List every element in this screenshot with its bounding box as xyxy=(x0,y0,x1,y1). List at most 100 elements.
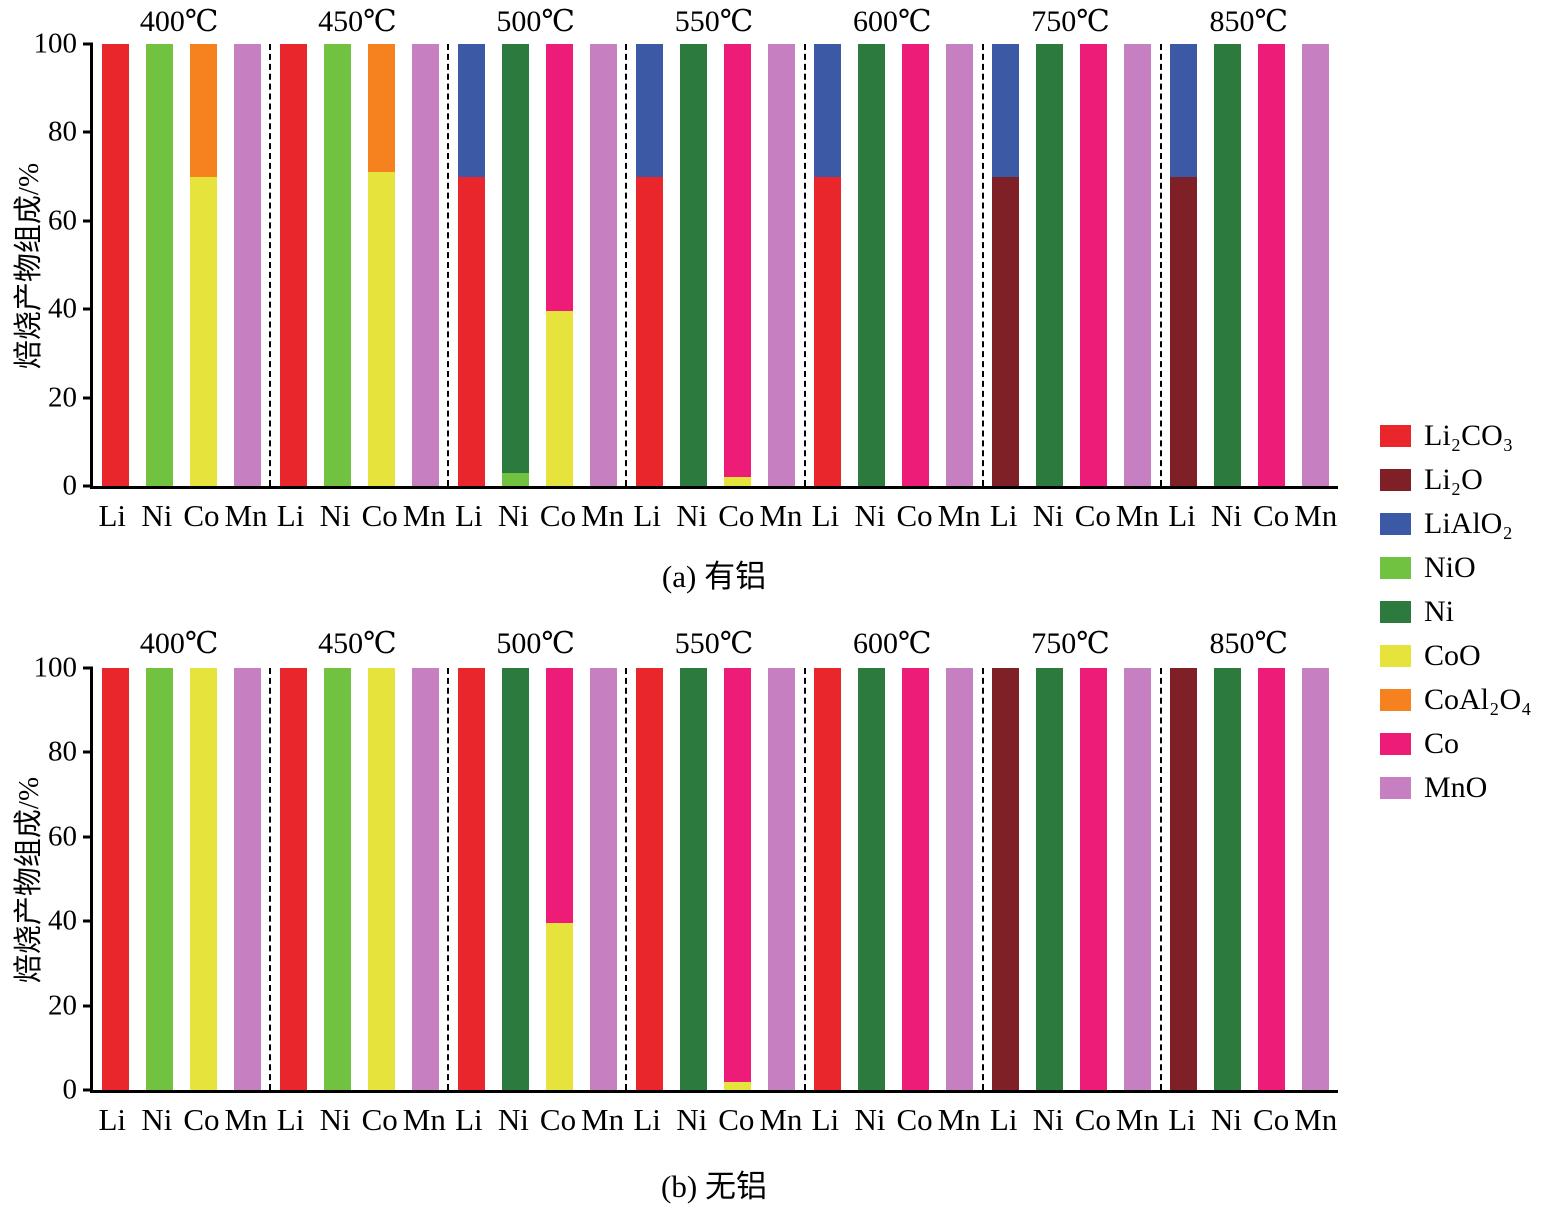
stacked-bar xyxy=(145,44,173,486)
stacked-bar xyxy=(457,668,485,1090)
stacked-bar xyxy=(1080,44,1108,486)
bar-slot xyxy=(627,44,671,486)
x-label-group: Li Ni Co Mn xyxy=(90,496,268,536)
bar-slot xyxy=(938,668,982,1090)
y-axis-label: 焙烧产物组成/% xyxy=(13,776,45,984)
bar-slot xyxy=(984,44,1028,486)
element-label: Li xyxy=(98,1102,127,1137)
element-label: Li xyxy=(989,1102,1018,1137)
element-label: Co xyxy=(1253,1102,1290,1137)
y-tick-mark xyxy=(83,1004,93,1008)
legend-item: Co xyxy=(1380,728,1532,759)
stacked-bar xyxy=(1170,44,1198,486)
y-tick-label: 20 xyxy=(48,989,77,1022)
temperature-label: 750℃ xyxy=(1031,5,1110,38)
bar-slot xyxy=(760,668,804,1090)
stacked-bar xyxy=(1080,668,1108,1090)
bar-segment xyxy=(233,44,261,486)
temperature-group xyxy=(627,668,806,1090)
bar-slot xyxy=(537,44,581,486)
stacked-bar xyxy=(233,668,261,1090)
bar-segment xyxy=(367,44,395,173)
element-label: Li xyxy=(1168,498,1196,533)
bar-segment xyxy=(814,668,842,1090)
stacked-bar xyxy=(946,668,974,1090)
bar-segment xyxy=(768,668,796,1090)
bar-segment xyxy=(724,1081,751,1090)
stacked-bar xyxy=(724,44,751,486)
bar-segment xyxy=(367,668,395,1090)
bar-slot xyxy=(493,44,537,486)
temperature-group xyxy=(271,44,450,486)
bar-segment xyxy=(1214,668,1242,1090)
stacked-bar xyxy=(768,668,796,1090)
element-label: Co xyxy=(718,1102,755,1137)
element-label: Mn xyxy=(581,1102,625,1137)
stacked-bar xyxy=(1302,44,1330,486)
y-tick-label: 40 xyxy=(48,904,77,937)
bar-segment xyxy=(858,44,886,486)
bar-slot xyxy=(850,668,894,1090)
stacked-bar xyxy=(902,668,930,1090)
bar-segment xyxy=(1080,668,1108,1090)
y-tick-label: 80 xyxy=(48,115,77,148)
stacked-bar xyxy=(1124,668,1152,1090)
bar-segment xyxy=(1170,668,1198,1090)
bar-slot xyxy=(315,668,359,1090)
element-label: Li xyxy=(989,498,1018,533)
stacked-bar xyxy=(323,44,351,486)
x-label-group: Li Ni Co Mn xyxy=(90,1100,268,1140)
bar-segment xyxy=(1302,668,1330,1090)
element-label: Li xyxy=(1168,1102,1196,1137)
bar-segment xyxy=(902,44,930,486)
legend-item: NiO xyxy=(1380,552,1532,583)
x-label-group: Li Ni Co Mn xyxy=(447,496,625,536)
stacked-bar xyxy=(1036,44,1064,486)
plot-area: 0 20 40 60 80 100 xyxy=(34,653,1338,1104)
stacked-bar xyxy=(545,668,573,1090)
temperature-row: 400℃ 450℃ 500℃ 550℃ 600℃ 750℃ 850℃ xyxy=(90,624,1338,664)
stacked-bar xyxy=(1258,668,1286,1090)
stacked-bar xyxy=(189,44,217,486)
bar-slot xyxy=(403,668,447,1090)
temperature-label: 600℃ xyxy=(852,5,932,38)
bar-slot xyxy=(938,44,982,486)
y-tick-label: 0 xyxy=(62,469,78,502)
panel-caption: (b) 无铝 xyxy=(661,1169,767,1204)
stacked-bar xyxy=(367,44,395,486)
element-label: Li xyxy=(455,498,483,533)
element-label: Ni xyxy=(1032,1102,1064,1137)
bar-slot xyxy=(1250,668,1294,1090)
y-tick-label: 60 xyxy=(48,204,77,237)
bar-segment xyxy=(1124,44,1152,486)
stacked-bar xyxy=(589,668,617,1090)
bar-slot xyxy=(1206,44,1250,486)
legend-item: LiAlO₂ xyxy=(1380,508,1532,539)
bar-slot xyxy=(581,668,625,1090)
stacked-bar xyxy=(101,668,129,1090)
y-tick-mark xyxy=(83,750,93,754)
temperature-group xyxy=(93,668,272,1090)
stacked-bar xyxy=(1036,668,1064,1090)
bar-segment xyxy=(635,176,663,486)
legend-swatch xyxy=(1380,600,1411,623)
bar-slot xyxy=(984,668,1028,1090)
bar-slot xyxy=(806,44,850,486)
bar-segment xyxy=(1214,44,1242,486)
legend-swatch xyxy=(1380,644,1411,667)
y-tick-label: 60 xyxy=(48,820,77,853)
legend-swatch xyxy=(1380,776,1411,799)
element-label: Co xyxy=(1074,498,1111,533)
element-label: Mn xyxy=(581,498,625,533)
stacked-bar xyxy=(1214,44,1242,486)
y-tick-label: 40 xyxy=(48,292,77,325)
bar-segment xyxy=(323,44,351,486)
y-tick-mark xyxy=(83,1088,93,1092)
bar-segment xyxy=(189,44,217,177)
y-tick-mark xyxy=(83,396,93,400)
bar-segment xyxy=(679,44,707,486)
bar-segment xyxy=(501,668,529,1090)
element-label: Ni xyxy=(1032,498,1064,533)
stacked-bar xyxy=(946,44,974,486)
bar-slot xyxy=(715,44,759,486)
